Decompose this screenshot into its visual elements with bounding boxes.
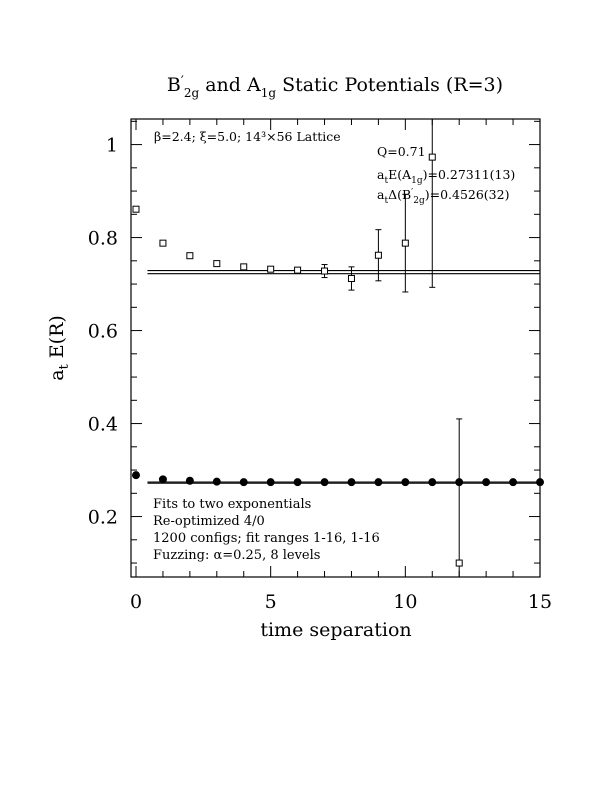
data-point-b2g bbox=[401, 239, 409, 247]
energy-post: )=0.27311(13) bbox=[423, 167, 516, 182]
data-point-a1g bbox=[320, 478, 329, 487]
fit-note: Re-optimized 4/0 bbox=[153, 514, 265, 529]
chart-title-rest: Static Potentials (R=3) bbox=[276, 74, 503, 96]
data-point-a1g bbox=[428, 478, 437, 487]
y-tick-label: 0.2 bbox=[88, 507, 118, 529]
data-point-b2g bbox=[159, 239, 167, 247]
data-point-a1g bbox=[401, 478, 410, 487]
chart-title-b: B bbox=[167, 74, 181, 96]
data-point-a1g bbox=[212, 477, 221, 486]
energy-sub1: t bbox=[384, 176, 388, 186]
data-point-a1g bbox=[132, 471, 140, 480]
gap-mid: Δ(B bbox=[388, 187, 411, 202]
data-point-a1g bbox=[509, 478, 518, 487]
plot-frame bbox=[130, 118, 541, 578]
energy-mid: E(A bbox=[388, 167, 412, 182]
chart-title-sub2: 1g bbox=[261, 86, 277, 100]
y-axis-label: at E(R) bbox=[46, 315, 72, 381]
energy-annotation: atE(A1g)=0.27311(13) bbox=[377, 167, 515, 186]
energy-pre: a bbox=[377, 167, 385, 182]
x-tick-label: 10 bbox=[393, 591, 417, 613]
data-point-a1g bbox=[266, 478, 275, 487]
data-point-b2g bbox=[374, 251, 382, 259]
data-point-b2g bbox=[294, 266, 302, 274]
y-tick-label: 0.8 bbox=[88, 228, 118, 250]
fit-lines bbox=[147, 269, 540, 484]
gap-annotation: atΔ(B′2g)=0.4526(32) bbox=[377, 187, 509, 206]
q-annotation: Q=0.71 bbox=[377, 144, 426, 159]
data-point-b2g bbox=[428, 153, 436, 161]
data-point-a1g bbox=[158, 475, 167, 484]
y-tick-label: 1 bbox=[106, 135, 118, 157]
chart-title-sub1: 2g bbox=[184, 86, 200, 100]
fit-note: Fits to two exponentials bbox=[153, 497, 311, 512]
data-point-a1g bbox=[293, 478, 302, 487]
data-point-b2g bbox=[455, 559, 463, 567]
gap-post: )=0.4526(32) bbox=[425, 187, 510, 202]
data-point-b2g bbox=[347, 274, 355, 282]
chart-title-mid: and A bbox=[199, 74, 261, 96]
x-tick-label: 15 bbox=[528, 591, 552, 613]
y-axis-label-rest: E(R) bbox=[46, 315, 68, 364]
data-points bbox=[132, 119, 544, 577]
data-point-a1g bbox=[239, 478, 248, 487]
x-tick-label: 0 bbox=[130, 591, 142, 613]
data-point-a1g bbox=[374, 478, 383, 487]
y-axis-label-sub: t bbox=[57, 363, 72, 369]
y-tick-label: 0.6 bbox=[88, 321, 118, 343]
axis-ticks: 0 5 10 15 0.2 0.4 0.6 0.8 1 bbox=[88, 119, 552, 613]
gap-prime: ′ bbox=[411, 188, 413, 198]
fit-note: Fuzzing: α=0.25, 8 levels bbox=[153, 548, 320, 563]
gap-pre: a bbox=[377, 187, 385, 202]
data-point-b2g bbox=[240, 263, 248, 271]
x-axis-label: time separation bbox=[260, 619, 411, 641]
data-point-b2g bbox=[186, 252, 194, 260]
data-point-b2g bbox=[213, 260, 221, 268]
y-axis-label-a: a bbox=[46, 369, 68, 380]
y-tick-label: 0.4 bbox=[88, 414, 118, 436]
data-point-a1g bbox=[536, 478, 544, 487]
data-point-b2g bbox=[132, 205, 140, 213]
data-point-b2g bbox=[267, 265, 275, 273]
x-tick-label: 5 bbox=[265, 591, 277, 613]
lattice-annotation: β=2.4; ξ=5.0; 14³×56 Lattice bbox=[154, 129, 341, 144]
chart-title-prime: ′ bbox=[181, 74, 184, 89]
data-point-a1g bbox=[347, 478, 356, 487]
gap-sub1: t bbox=[384, 196, 388, 206]
data-point-a1g bbox=[185, 476, 194, 485]
chart-title: B′2g and A1g Static Potentials (R=3) bbox=[167, 74, 503, 100]
gap-sub2: 2g bbox=[413, 196, 425, 206]
data-point-b2g bbox=[321, 267, 329, 275]
energy-sub2: 1g bbox=[411, 176, 423, 186]
fit-note: 1200 configs; fit ranges 1-16, 1-16 bbox=[153, 531, 380, 546]
data-point-a1g bbox=[482, 478, 491, 487]
